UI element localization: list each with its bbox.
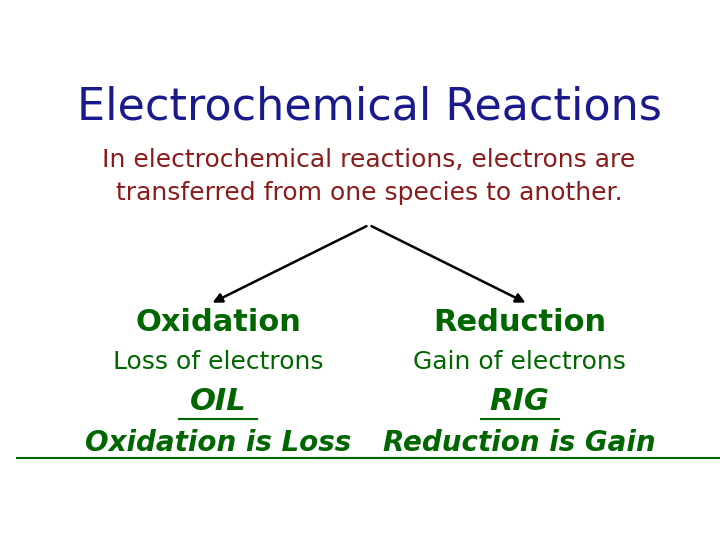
Text: OIL: OIL — [190, 387, 247, 416]
Text: Gain of electrons: Gain of electrons — [413, 349, 626, 374]
Text: RIG: RIG — [490, 387, 549, 416]
Text: Oxidation: Oxidation — [135, 308, 301, 337]
Text: Loss of electrons: Loss of electrons — [113, 349, 323, 374]
Text: Oxidation is Loss: Oxidation is Loss — [85, 429, 351, 457]
Text: transferred from one species to another.: transferred from one species to another. — [116, 181, 622, 205]
Text: Reduction is Gain: Reduction is Gain — [383, 429, 656, 457]
Text: In electrochemical reactions, electrons are: In electrochemical reactions, electrons … — [102, 148, 636, 172]
Text: Electrochemical Reactions: Electrochemical Reactions — [76, 85, 662, 129]
Text: Reduction: Reduction — [433, 308, 606, 337]
